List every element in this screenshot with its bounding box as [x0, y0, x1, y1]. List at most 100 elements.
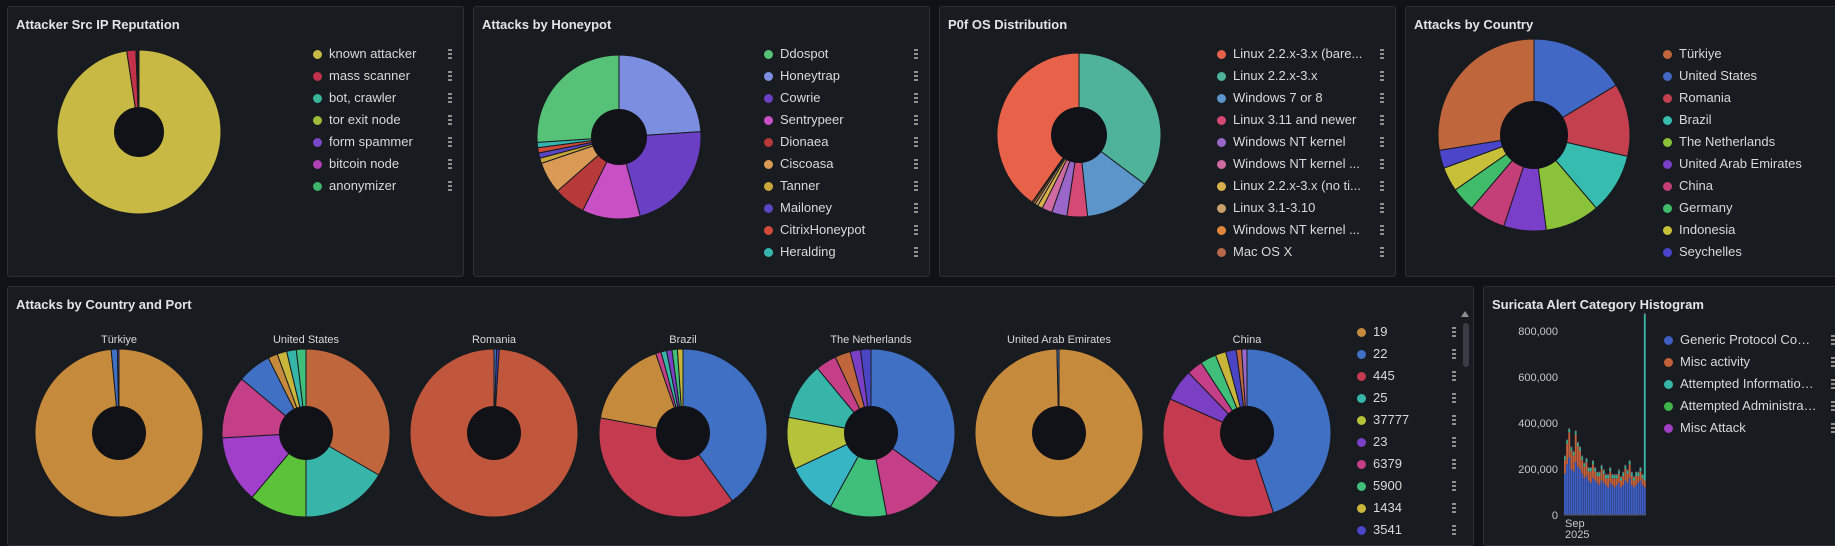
- histogram-bar[interactable]: [1639, 480, 1642, 516]
- legend-item-menu-icon[interactable]: [913, 91, 919, 105]
- legend-item-menu-icon[interactable]: [1379, 47, 1385, 61]
- legend-item-menu-icon[interactable]: [1451, 391, 1457, 405]
- histogram-bar[interactable]: [1620, 487, 1622, 515]
- legend-item[interactable]: 445: [1357, 367, 1457, 389]
- histogram-bar[interactable]: [1581, 457, 1584, 460]
- histogram-bar[interactable]: [1626, 470, 1629, 472]
- legend-item[interactable]: Misc activity: [1664, 353, 1835, 375]
- histogram-bar[interactable]: [1566, 441, 1569, 444]
- histogram-bar[interactable]: [1592, 460, 1594, 463]
- pie-slice[interactable]: [996, 52, 1080, 203]
- legend-item[interactable]: Windows NT kernel ...: [1217, 221, 1385, 243]
- histogram-bar[interactable]: [1613, 474, 1616, 475]
- legend-item[interactable]: Ciscoasa: [764, 155, 919, 177]
- legend-item[interactable]: Romania: [1663, 89, 1835, 111]
- legend-item-menu-icon[interactable]: [1830, 333, 1835, 347]
- histogram-bar[interactable]: [1576, 466, 1579, 515]
- legend-item[interactable]: Cowrie: [764, 89, 919, 111]
- histogram-bar[interactable]: [1628, 464, 1631, 479]
- histogram-bar[interactable]: [1620, 477, 1622, 479]
- histogram-bar[interactable]: [1609, 482, 1612, 515]
- legend-item[interactable]: known attacker: [313, 45, 453, 67]
- histogram-bar[interactable]: [1617, 470, 1620, 472]
- histogram-bar[interactable]: [1572, 451, 1575, 453]
- histogram-bar[interactable]: [1585, 475, 1588, 515]
- legend-item-menu-icon[interactable]: [913, 135, 919, 149]
- histogram-bar[interactable]: [1572, 455, 1575, 472]
- histogram-bar[interactable]: [1609, 467, 1612, 469]
- legend-item[interactable]: 6379: [1357, 455, 1457, 477]
- histogram-bar[interactable]: [1587, 467, 1590, 469]
- histogram-bar[interactable]: [1617, 471, 1620, 474]
- histogram-bar[interactable]: [1589, 467, 1592, 468]
- histogram-bar[interactable]: [1566, 464, 1569, 515]
- histogram-bar[interactable]: [1643, 313, 1646, 314]
- histogram-bar[interactable]: [1581, 459, 1584, 474]
- histogram-bar[interactable]: [1564, 455, 1566, 457]
- legend-item[interactable]: Misc Attack: [1664, 419, 1835, 441]
- histogram-bar[interactable]: [1641, 474, 1644, 476]
- histogram-bar[interactable]: [1589, 482, 1592, 515]
- legend-item[interactable]: Linux 2.2.x-3.x (no ti...: [1217, 177, 1385, 199]
- histogram-bar[interactable]: [1596, 471, 1599, 473]
- histogram-bar[interactable]: [1605, 478, 1607, 486]
- histogram-bar[interactable]: [1576, 443, 1579, 446]
- pie-slice[interactable]: [682, 348, 768, 502]
- histogram-bar[interactable]: [1574, 432, 1577, 435]
- legend-item[interactable]: Linux 2.2.x-3.x: [1217, 67, 1385, 89]
- histogram-bar[interactable]: [1570, 469, 1573, 515]
- histogram-bar[interactable]: [1622, 471, 1625, 473]
- legend-item[interactable]: Türkiye: [1663, 45, 1835, 67]
- histogram-bar[interactable]: [1600, 465, 1603, 467]
- histogram-bar[interactable]: [1581, 473, 1584, 515]
- legend-item-menu-icon[interactable]: [447, 69, 453, 83]
- legend-item[interactable]: 19: [1357, 323, 1457, 345]
- legend-item-menu-icon[interactable]: [447, 157, 453, 171]
- histogram-bar[interactable]: [1622, 485, 1625, 515]
- legend-item-menu-icon[interactable]: [1379, 69, 1385, 83]
- histogram-bar[interactable]: [1611, 474, 1614, 476]
- histogram-bar[interactable]: [1585, 458, 1588, 460]
- histogram-bar[interactable]: [1570, 447, 1573, 449]
- legend-item[interactable]: Brazil: [1663, 111, 1835, 133]
- histogram-bar[interactable]: [1613, 475, 1616, 479]
- histogram-bar[interactable]: [1600, 480, 1603, 516]
- legend-item[interactable]: Generic Protocol Comm...: [1664, 331, 1835, 353]
- histogram-bar[interactable]: [1630, 472, 1633, 474]
- histogram-bar[interactable]: [1633, 480, 1635, 488]
- histogram-bar[interactable]: [1633, 477, 1635, 479]
- histogram-bar[interactable]: [1605, 474, 1607, 475]
- histogram-bar[interactable]: [1583, 462, 1586, 464]
- histogram-bar[interactable]: [1617, 473, 1620, 483]
- histogram-bar[interactable]: [1607, 475, 1610, 479]
- histogram-bar[interactable]: [1643, 480, 1646, 488]
- histogram-bar[interactable]: [1598, 471, 1601, 473]
- legend-item[interactable]: Tanner: [764, 177, 919, 199]
- legend-item-menu-icon[interactable]: [1451, 435, 1457, 449]
- legend-item-menu-icon[interactable]: [913, 157, 919, 171]
- histogram-bar[interactable]: [1581, 455, 1584, 457]
- panel-title[interactable]: P0f OS Distribution: [948, 17, 1068, 32]
- histogram-bar[interactable]: [1611, 475, 1614, 479]
- legend-item[interactable]: CitrixHoneypot: [764, 221, 919, 243]
- histogram-bar[interactable]: [1598, 472, 1601, 474]
- histogram-bar[interactable]: [1615, 474, 1618, 475]
- legend-item[interactable]: form spammer: [313, 133, 453, 155]
- histogram-bar[interactable]: [1620, 476, 1622, 478]
- legend-item[interactable]: tor exit node: [313, 111, 453, 133]
- panel-title[interactable]: Attacker Src IP Reputation: [16, 17, 180, 32]
- histogram-bar[interactable]: [1637, 471, 1640, 473]
- histogram-bar[interactable]: [1602, 471, 1605, 474]
- histogram-bar[interactable]: [1589, 467, 1592, 469]
- histogram-bar[interactable]: [1630, 485, 1633, 515]
- histogram-bar[interactable]: [1620, 480, 1622, 488]
- histogram-bar[interactable]: [1615, 485, 1618, 515]
- legend-item-menu-icon[interactable]: [913, 245, 919, 259]
- histogram-bar[interactable]: [1635, 472, 1638, 474]
- histogram-bar[interactable]: [1594, 480, 1597, 516]
- legend-item-menu-icon[interactable]: [447, 91, 453, 105]
- histogram-bar[interactable]: [1615, 474, 1618, 476]
- histogram-bar[interactable]: [1594, 469, 1597, 472]
- legend-item-menu-icon[interactable]: [1451, 479, 1457, 493]
- histogram-bar[interactable]: [1576, 446, 1579, 467]
